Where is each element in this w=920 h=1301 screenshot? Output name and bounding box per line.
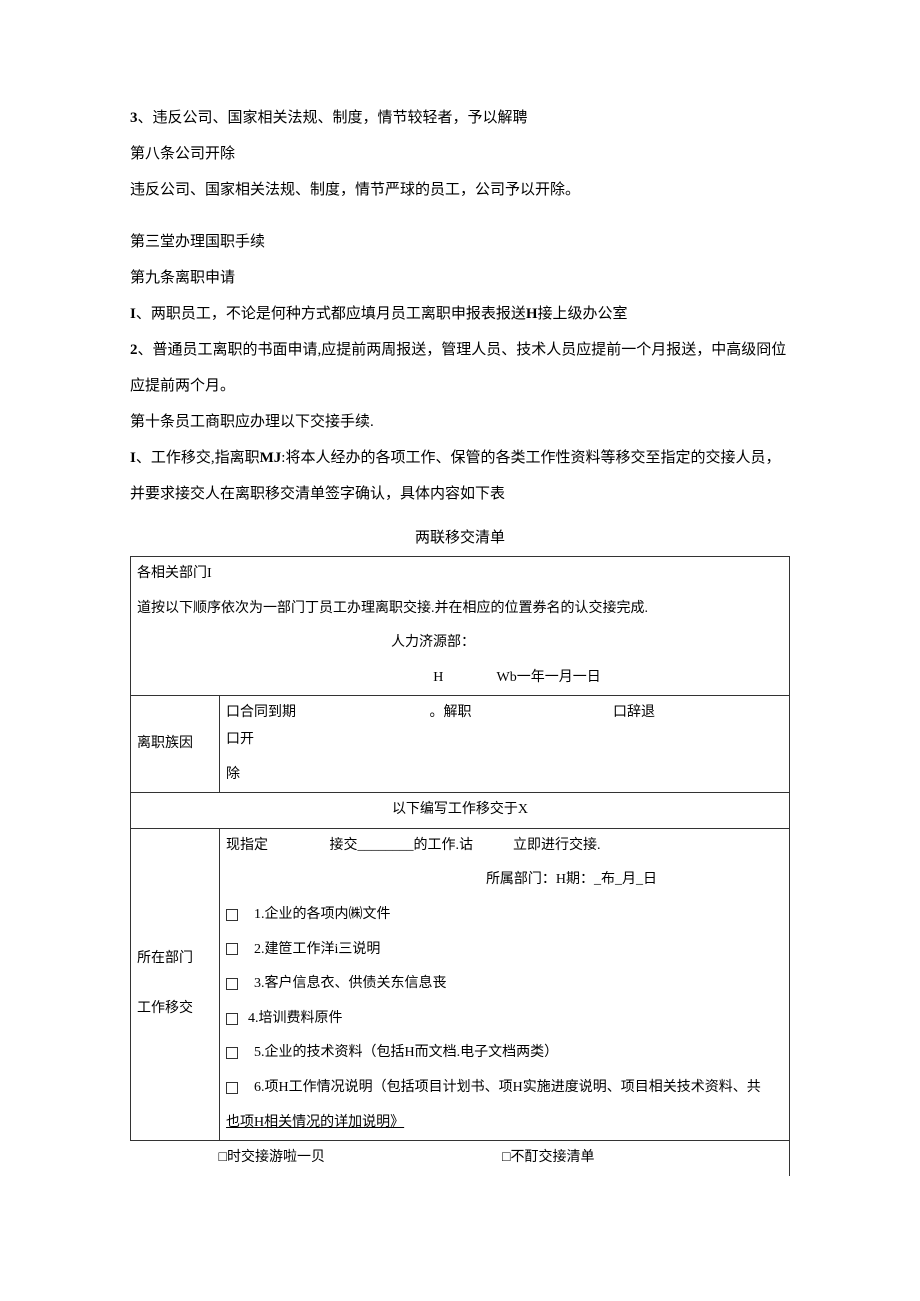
paragraph-article9: 第九条离职申请	[130, 260, 790, 296]
table-row: □时交接游啦一贝 □不酊交接清单	[131, 1141, 790, 1176]
table-row: 5.企业的技术资料（包括H而文档.电子文档两类）	[131, 1036, 790, 1071]
checkbox-icon	[226, 1082, 238, 1094]
table-row: 除	[131, 758, 790, 793]
text-i2-mj: MJ	[260, 450, 282, 466]
assign-c: 立即进行交接.	[513, 833, 601, 860]
text-i-a: 、两职员工，不论是何种方式都应填月员工离职申报表报送	[136, 306, 526, 322]
paragraph-item-i2: I、工作移交,指离职MJ:将本人经办的各项工作、保管的各类工作性资料等移交至指定…	[130, 440, 790, 512]
assign-b: 接交________的工作.诂	[330, 833, 510, 860]
table-title: 两联移交清单	[130, 520, 790, 556]
paragraph-article10: 第十条员工商职应办理以下交接手续.	[130, 404, 790, 440]
text-i-h: H	[526, 306, 538, 322]
handover-table: 各相关部门I 道按以下顺序依次为一部门丁员工办理离职交接.并在相应的位置券名的认…	[130, 556, 790, 1176]
item6-text: 6.项H工作情况说明（包括项目计划书、项H实施进度说明、项目相关技术资料、共	[254, 1080, 761, 1095]
table-row: H Wb一年一月一日	[131, 661, 790, 696]
table-row: 3.客户信息衣、供债关东信息丧	[131, 967, 790, 1002]
table-row: 人力济源部：	[131, 626, 790, 661]
paragraph-3: 3、违反公司、国家相关法规、制度，情节较轻者，予以解聘	[130, 100, 790, 136]
item5-text: 5.企业的技术资料（包括H而文档.电子文档两类）	[254, 1045, 558, 1060]
text-2: 、普通员工离职的书面申请,应提前两周报送，管理人员、技术人员应提前一个月报送，中…	[130, 342, 786, 394]
paragraph-article8-body: 违反公司、国家相关法规、制度，情节严球的员工，公司予以开除。	[130, 172, 790, 208]
table-row: 所在部门 工作移交 现指定 接交________的工作.诂 立即进行交接.	[131, 828, 790, 863]
cell-departments: 各相关部门I	[131, 557, 790, 592]
table-row: 2.建笸工作洋i三说明	[131, 933, 790, 968]
cell-item7: 也项H相关情况的详加说明》	[220, 1106, 790, 1141]
checkbox-icon	[226, 909, 238, 921]
table-row: 以下编写工作移交于X	[131, 793, 790, 829]
label-handover: 工作移交	[137, 996, 213, 1023]
paragraph-chapter3: 第三堂办理国职手续	[130, 224, 790, 260]
opt-contract: 口合同到期	[226, 700, 426, 727]
cell-dept-label: 所在部门 工作移交	[131, 828, 220, 1140]
paragraph-article8: 第八条公司开除	[130, 136, 790, 172]
opt-expel-a: 口开	[226, 727, 254, 754]
cell-date: H Wb一年一月一日	[131, 661, 790, 696]
checkbox-icon	[226, 1013, 238, 1025]
cell-reason-label: 离职族因	[131, 696, 220, 793]
cell-item5: 5.企业的技术资料（包括H而文档.电子文档两类）	[220, 1036, 790, 1071]
cell-assign: 现指定 接交________的工作.诂 立即进行交接.	[220, 828, 790, 863]
label-dept: 所在部门	[137, 946, 213, 973]
table-row: 各相关部门I	[131, 557, 790, 592]
cell-belong: 所属部门：H期：_布_月_日	[220, 863, 790, 898]
document-page: 3、违反公司、国家相关法规、制度，情节较轻者，予以解聘 第八条公司开除 违反公司…	[0, 0, 920, 1301]
opt-expel-b: 除	[220, 758, 790, 793]
cell-item3: 3.客户信息衣、供债关东信息丧	[220, 967, 790, 1002]
checkbox-icon	[226, 943, 238, 955]
cell-item1: 1.企业的各项内㈱文件	[220, 898, 790, 933]
paragraph-item-2: 2、普通员工离职的书面申请,应提前两周报送，管理人员、技术人员应提前一个月报送，…	[130, 332, 790, 404]
table-row: 也项H相关情况的详加说明》	[131, 1106, 790, 1141]
assign-a: 现指定	[226, 833, 326, 860]
cell-subheader: 以下编写工作移交于X	[131, 793, 790, 829]
text-i-c: 接上级办公室	[538, 306, 628, 322]
cell-item2: 2.建笸工作洋i三说明	[220, 933, 790, 968]
paragraph-item-i: I、两职员工，不论是何种方式都应填月员工离职申报表报送H接上级办公室	[130, 296, 790, 332]
item3-text: 3.客户信息衣、供债关东信息丧	[254, 976, 447, 991]
num-3: 3	[130, 110, 138, 126]
item1-text: 1.企业的各项内㈱文件	[254, 907, 391, 922]
text-i2-a: 、工作移交,指离职	[136, 450, 260, 466]
opt-dismiss: 。解职	[430, 700, 610, 727]
date-h: H	[433, 665, 493, 692]
footer-b: □不酊交接清单	[502, 1150, 594, 1165]
table-row: 4.培训费料原件	[131, 1002, 790, 1037]
item2-text: 2.建笸工作洋i三说明	[254, 942, 380, 957]
footer-a: □时交接游啦一贝	[219, 1145, 499, 1172]
checkbox-icon	[226, 978, 238, 990]
table-row: 离职族因 口合同到期 。解职 口辞退 口开	[131, 696, 790, 758]
checkbox-icon	[226, 1047, 238, 1059]
table-row: 1.企业的各项内㈱文件	[131, 898, 790, 933]
text-3: 、违反公司、国家相关法规、制度，情节较轻者，予以解聘	[138, 110, 528, 126]
num-2: 2	[130, 342, 138, 358]
cell-hr-dept: 人力济源部：	[131, 626, 790, 661]
item4-text: 4.培训费料原件	[248, 1011, 343, 1026]
table-row: 6.项H工作情况说明（包括项目计划书、项H实施进度说明、项目相关技术资料、共	[131, 1071, 790, 1106]
cell-item6: 6.项H工作情况说明（包括项目计划书、项H实施进度说明、项目相关技术资料、共	[220, 1071, 790, 1106]
date-val: Wb一年一月一日	[497, 670, 601, 685]
table-row: 所属部门：H期：_布_月_日	[131, 863, 790, 898]
cell-footer: □时交接游啦一贝 □不酊交接清单	[131, 1141, 790, 1176]
cell-reason-opts: 口合同到期 。解职 口辞退 口开	[220, 696, 790, 758]
table-row: 道按以下顺序依次为一部门丁员工办理离职交接.并在相应的位置券名的认交接完成.	[131, 592, 790, 627]
cell-instruction: 道按以下顺序依次为一部门丁员工办理离职交接.并在相应的位置券名的认交接完成.	[131, 592, 790, 627]
cell-item4: 4.培训费料原件	[220, 1002, 790, 1037]
opt-resign: 口辞退	[613, 700, 753, 727]
